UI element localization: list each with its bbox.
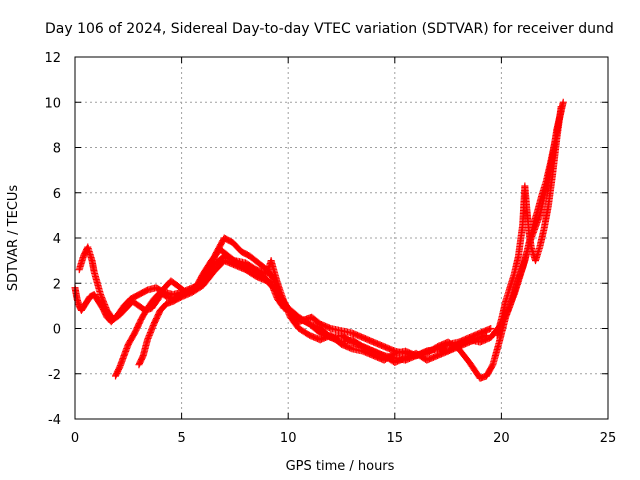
y-axis-ticks: -4 -2 0 2 4 6 8 10 12 [44,51,608,428]
y-tick-label: 4 [53,232,61,247]
series-track-5 [493,103,565,339]
x-tick-label: 20 [493,431,510,446]
y-tick-label: 2 [53,277,61,292]
y-axis-label: SDTVAR / TECUs [6,185,21,292]
y-tick-label: -4 [48,413,61,428]
x-tick-label: 15 [387,431,404,446]
data-points [71,98,567,382]
x-tick-label: 10 [280,431,297,446]
data-point [487,325,495,332]
x-axis-label: GPS time / hours [286,459,395,474]
y-tick-label: 12 [44,51,61,66]
x-tick-label: 5 [177,431,185,446]
data-point [557,103,565,111]
x-tick-label: 25 [600,431,617,446]
chart-title: Day 106 of 2024, Sidereal Day-to-day VTE… [45,21,614,37]
y-tick-label: -2 [48,368,61,383]
y-tick-label: 6 [53,187,61,202]
data-point [559,98,567,106]
y-tick-label: 0 [53,323,61,338]
x-axis-ticks: 0 5 10 15 20 25 [71,57,616,446]
y-tick-label: 8 [53,142,61,157]
y-tick-label: 10 [44,96,61,111]
x-tick-label: 0 [71,431,79,446]
